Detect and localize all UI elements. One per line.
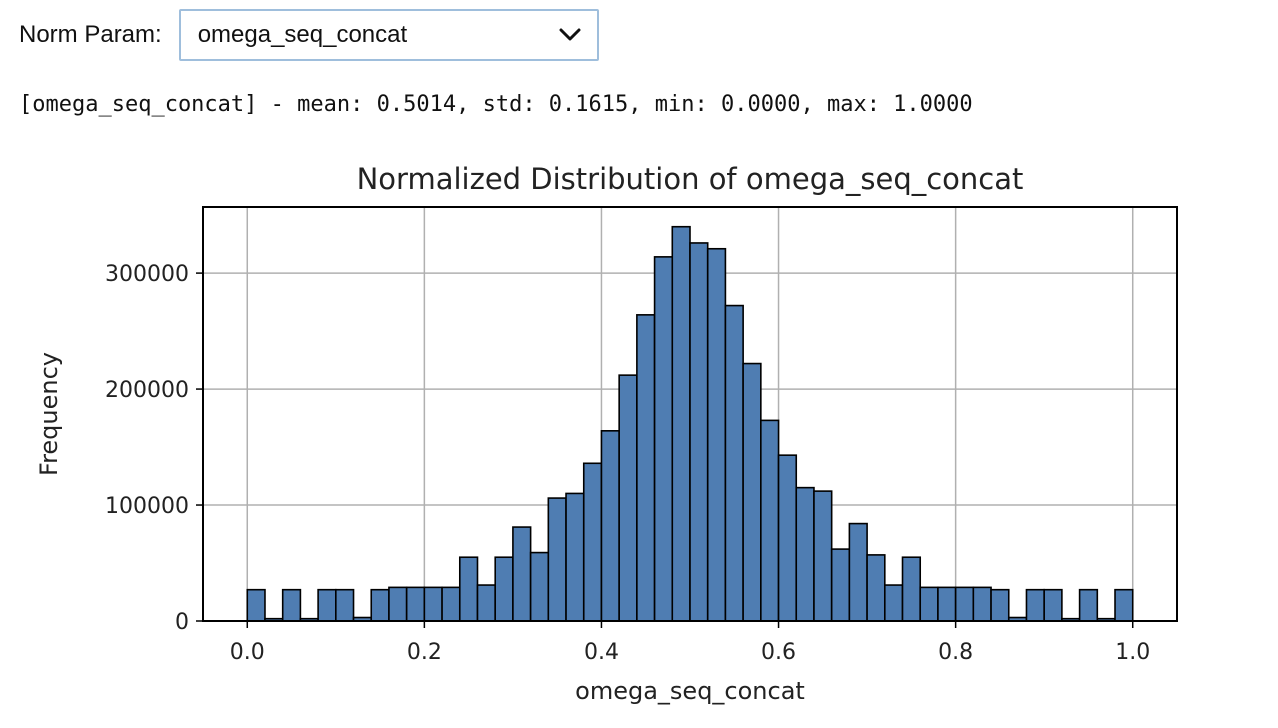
plot-frame [202,206,1178,622]
histogram-bar [441,586,461,622]
histogram-bar [653,256,674,622]
histogram-bar [246,588,266,622]
norm-param-select[interactable]: omega_seq_concat [178,9,599,61]
histogram-bar [689,242,709,622]
histogram-bar [1078,588,1099,622]
histogram-bar [919,586,939,622]
histogram-bar [760,419,780,622]
histogram-bar [565,492,585,622]
norm-param-label: Norm Param: [19,21,162,48]
histogram-bar [706,247,727,622]
histogram-bar [724,304,744,622]
histogram-bar [600,430,620,622]
histogram-bars [246,225,1134,622]
histogram-bar [388,586,408,622]
histogram-bar [937,586,957,622]
y-tick-label: 100000 [105,494,189,519]
histogram-bar [671,225,691,622]
histogram-bar [901,556,922,622]
histogram-bar [512,526,532,622]
norm-param-selected-value: omega_seq_concat [197,21,408,48]
histogram-bar [281,588,302,622]
histogram-bar [529,551,550,622]
histogram-bar [848,522,868,622]
histogram-bar [618,374,638,622]
x-tick-label: 0.4 [584,640,619,665]
y-tick-label: 200000 [105,378,189,403]
x-tick-label: 1.0 [1115,640,1150,665]
x-tick-label: 0.0 [230,640,265,665]
histogram-bar [742,362,762,622]
x-tick-label: 0.8 [938,640,973,665]
histogram-chart: Normalized Distribution of omega_seq_con… [35,162,1178,705]
histogram-bar [813,490,833,622]
histogram-bar [405,586,426,622]
histogram-bar [1043,588,1063,622]
chevron-down-icon [559,28,581,42]
histogram-bar [317,588,337,622]
histogram-bar [1025,588,1045,622]
histogram-bar [370,588,390,622]
histogram-bar [335,588,355,622]
norm-param-control: Norm Param: omega_seq_concat [19,8,599,62]
y-tick-label: 300000 [105,262,189,287]
histogram-bar [582,462,603,622]
stats-summary: [omega_seq_concat] - mean: 0.5014, std: … [19,92,973,117]
histogram-bar [972,586,992,622]
histogram-bar [494,556,514,622]
histogram-bar [777,454,798,622]
histogram-bar [547,497,567,622]
histogram-bar [458,556,479,622]
x-axis-label: omega_seq_concat [575,677,805,705]
histogram-bar [954,586,975,622]
x-tick-label: 0.6 [761,640,796,665]
histogram-bar [795,486,815,622]
histogram-bar [990,588,1010,622]
histogram-bar [636,314,656,622]
axis-ticks: 0.0 0.2 0.4 0.6 0.8 1.0 0 100000 200000 300000 [105,262,1150,665]
histogram-bar [883,584,904,622]
y-axis-label: Frequency [35,352,63,476]
y-tick-label: 0 [175,610,189,635]
histogram-bar [866,554,886,622]
histogram-bar [476,584,496,622]
x-tick-label: 0.2 [407,640,442,665]
chart-title: Normalized Distribution of omega_seq_con… [357,162,1024,196]
histogram-bar [830,548,851,622]
histogram-bar [423,586,443,622]
histogram-bar [1114,588,1134,622]
